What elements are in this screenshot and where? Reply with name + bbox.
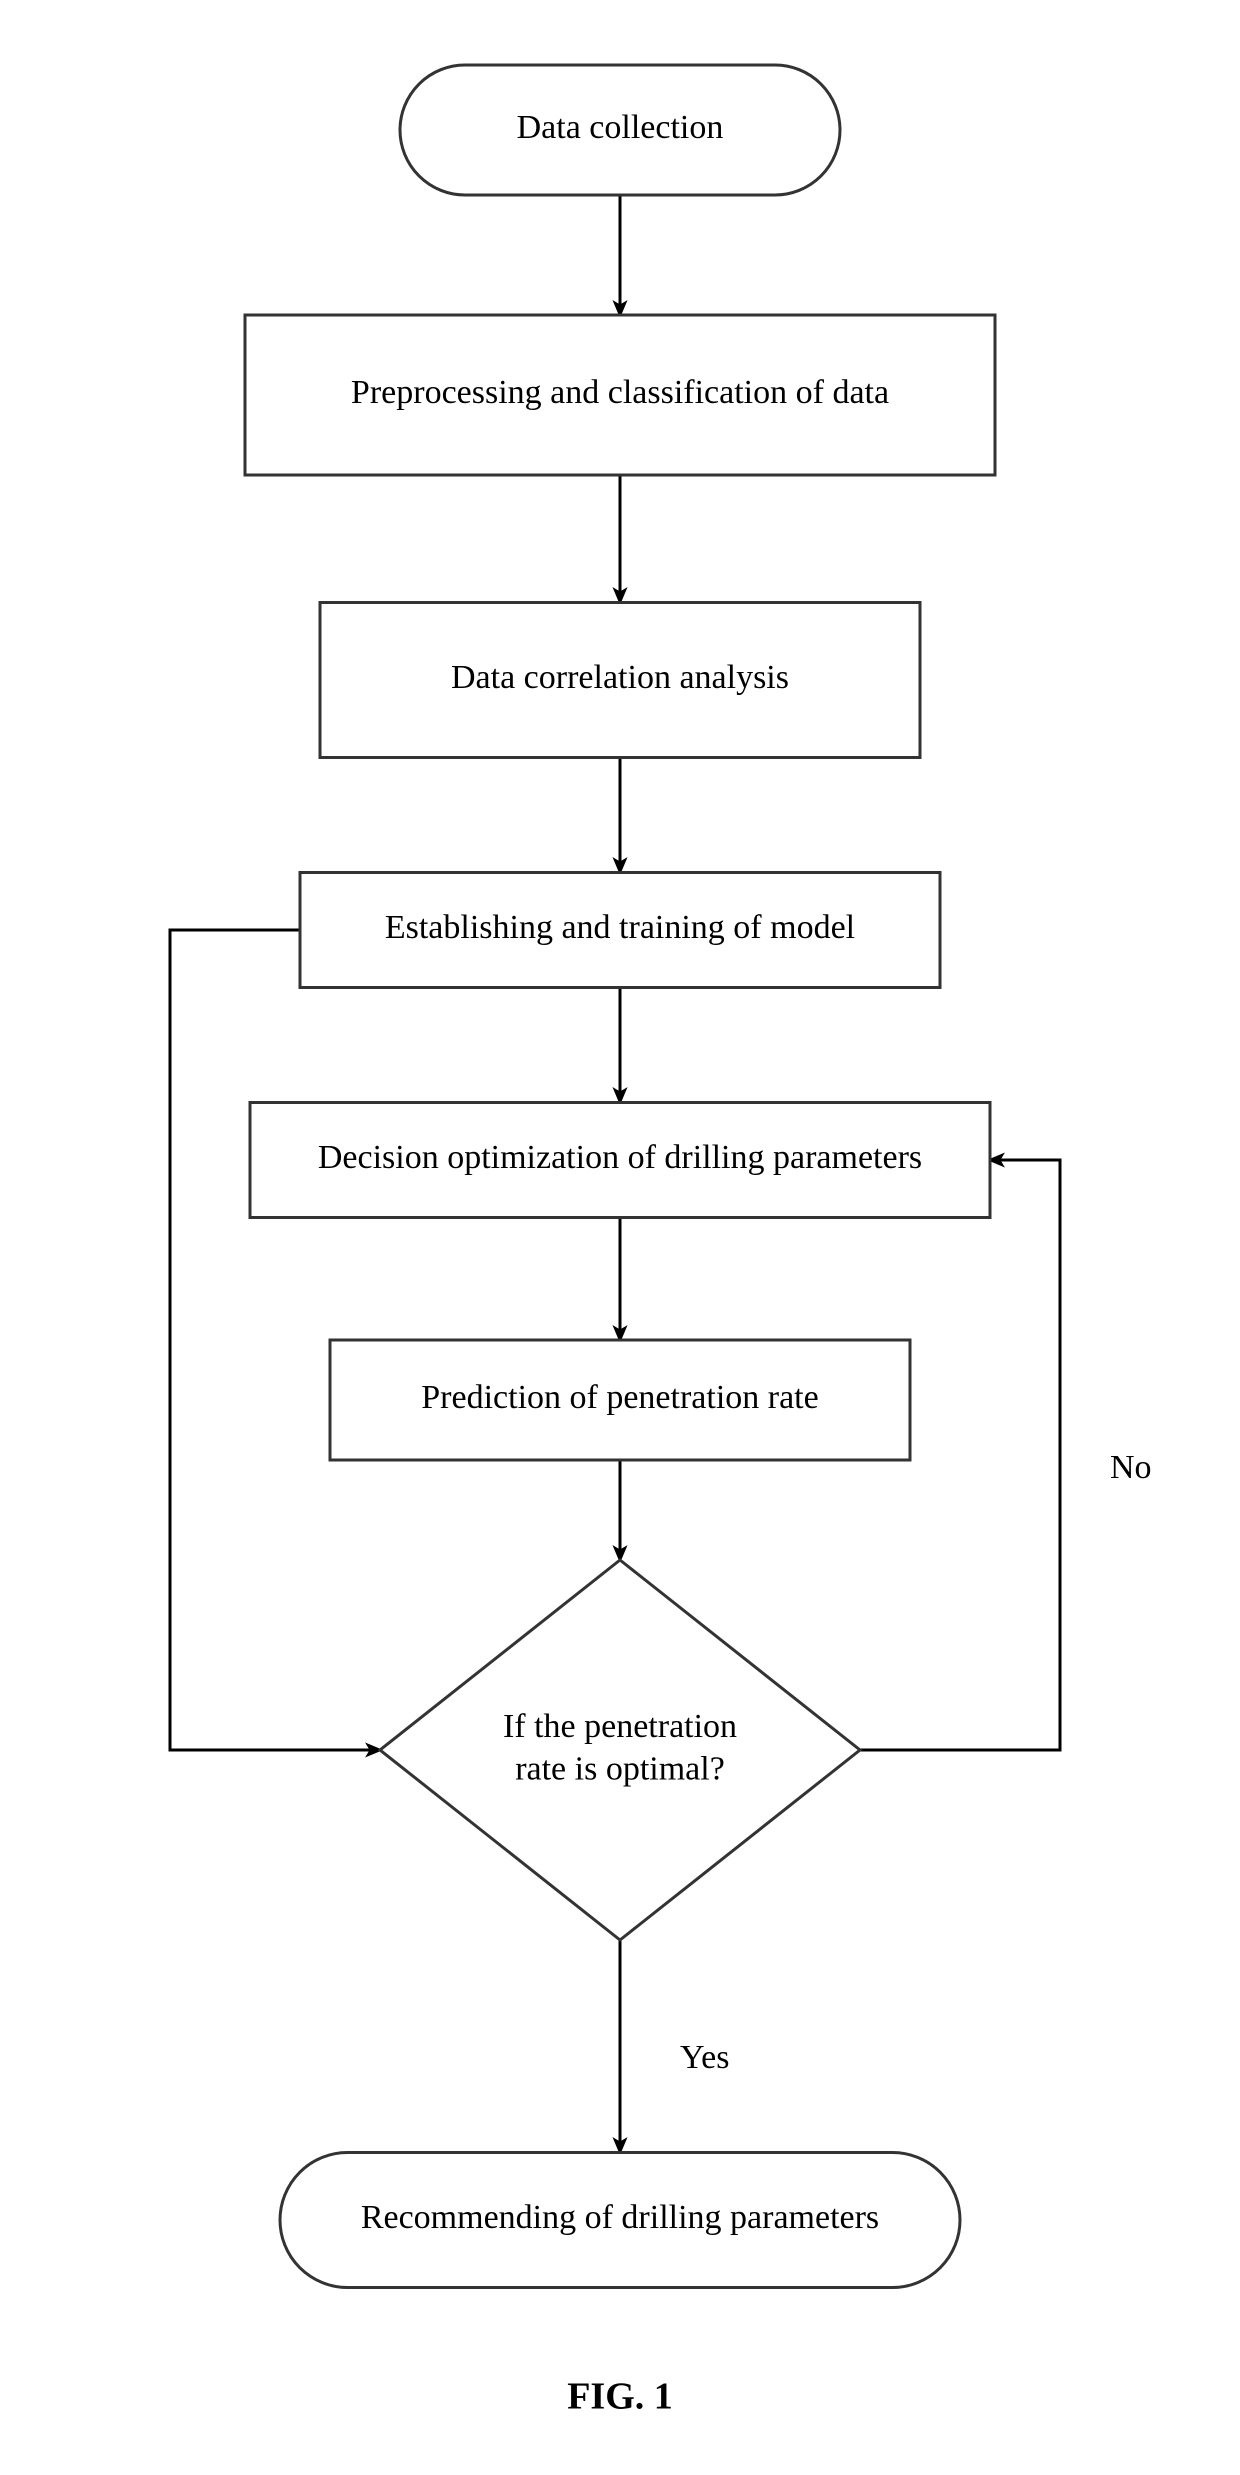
edge-label-e7: Yes [680,2039,729,2076]
node-label-n5: Decision optimization of drilling parame… [318,1139,922,1176]
node-label-n6: Prediction of penetration rate [421,1379,818,1416]
edge-label-e8: No [1110,1449,1152,1486]
figure-caption: FIG. 1 [567,2376,673,2418]
node-label-n4: Establishing and training of model [385,909,855,946]
node-label-n2: Preprocessing and classification of data [351,374,889,411]
node-label-n1: Data collection [517,109,724,146]
flowchart-canvas: Yes No Data collection Preprocessing and c… [0,0,1240,2475]
node-label-n3: Data correlation analysis [451,659,789,696]
node-label-n8: Recommending of drilling parameters [361,2199,879,2236]
